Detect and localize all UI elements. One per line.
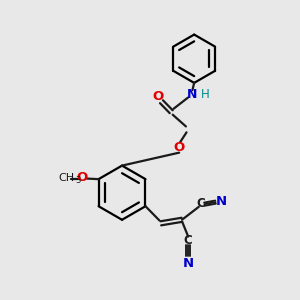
Text: O: O [77,172,88,184]
Text: C: C [184,234,193,247]
Text: 3: 3 [75,176,80,185]
Text: H: H [201,88,209,100]
Text: O: O [152,90,164,103]
Text: N: N [187,88,197,100]
Text: C: C [196,197,205,210]
Text: O: O [173,141,184,154]
Text: CH: CH [59,173,75,183]
Text: N: N [216,195,227,208]
Text: N: N [182,257,194,270]
